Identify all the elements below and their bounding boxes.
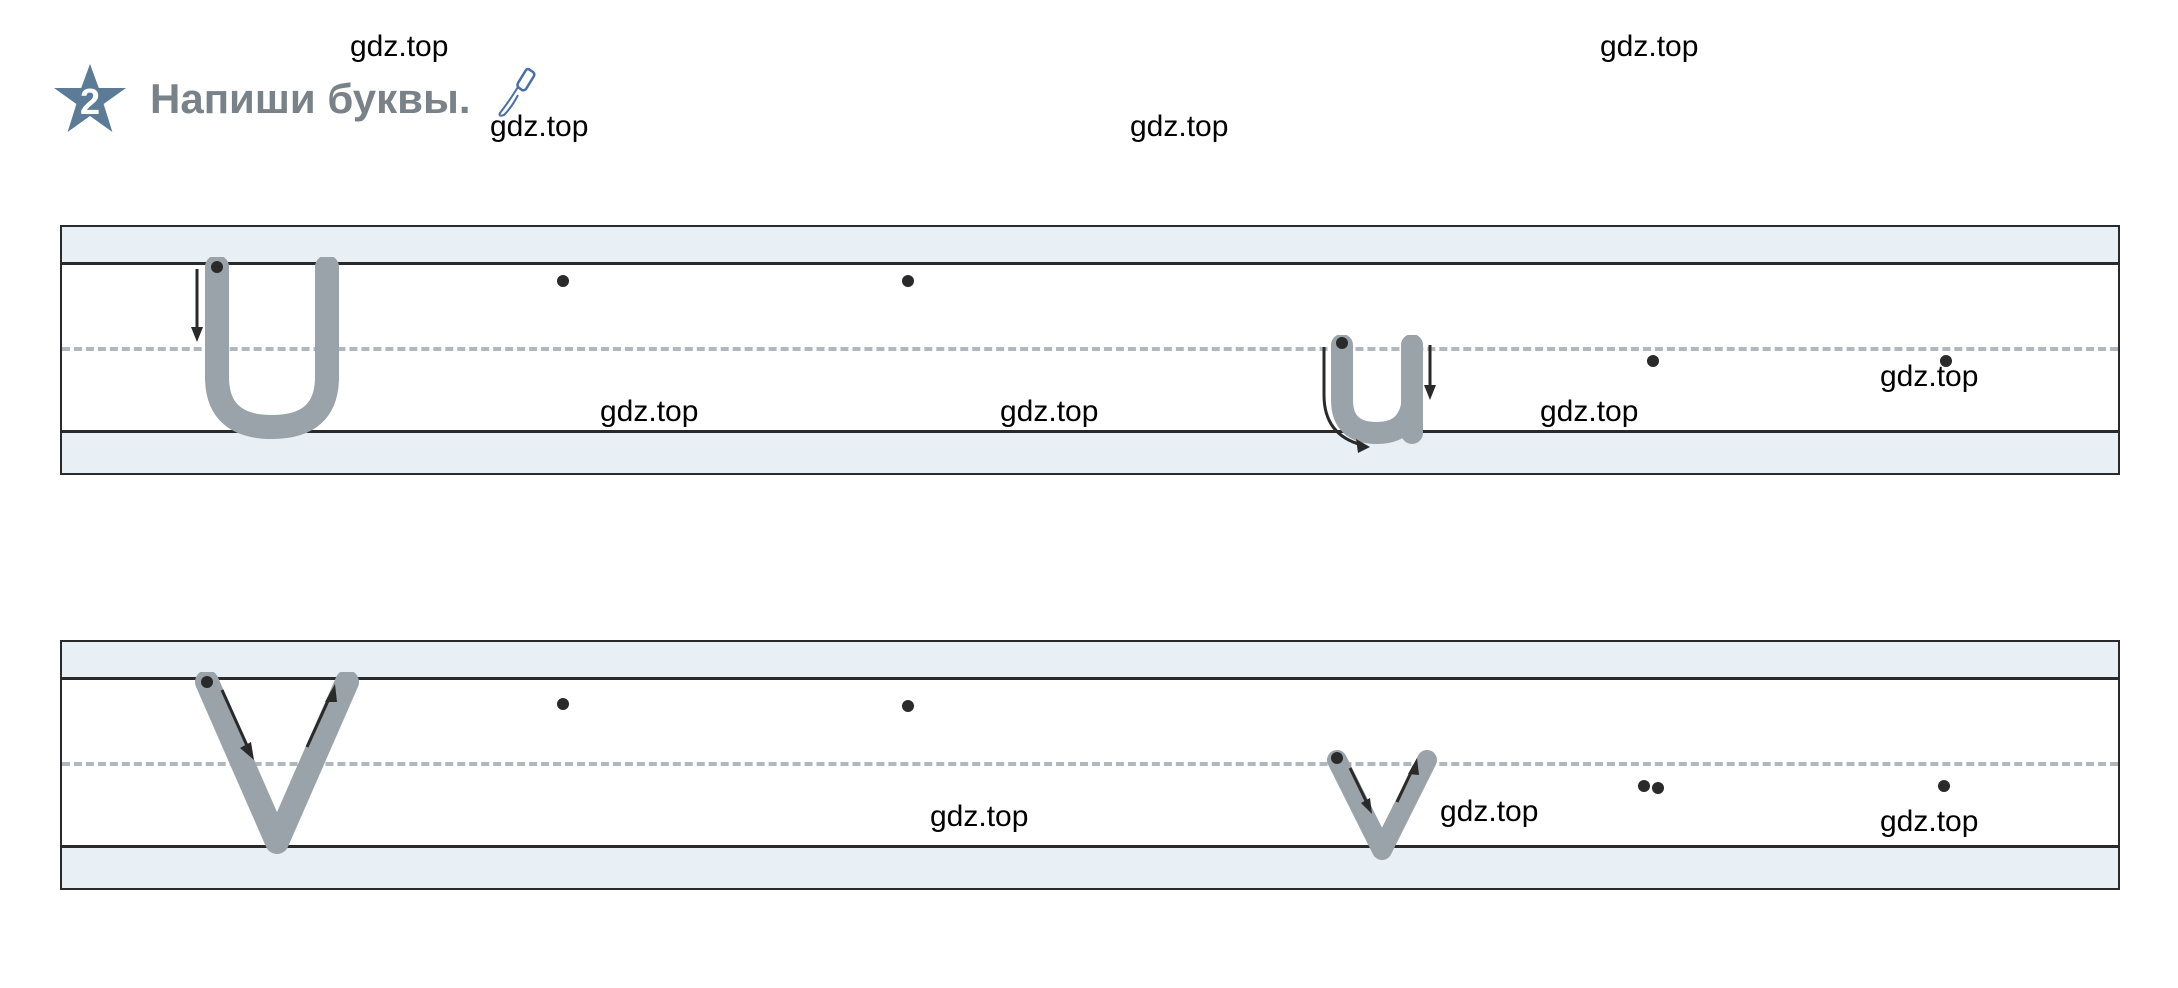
exercise-number: 2: [80, 81, 100, 123]
guide-dot: [1938, 780, 1950, 792]
watermark: gdz.top: [350, 30, 448, 64]
watermark: gdz.top: [490, 110, 588, 144]
guide-dot: [557, 698, 569, 710]
watermark: gdz.top: [1600, 30, 1698, 64]
writing-line-block: [60, 640, 2120, 890]
traced-letter-u_lower: [1312, 335, 1472, 470]
exercise-title: Напиши буквы.: [150, 75, 471, 123]
guide-dot: [1638, 780, 1650, 792]
watermark: gdz.top: [1130, 110, 1228, 144]
guide-dot: [902, 275, 914, 287]
guide-dot: [1652, 782, 1664, 794]
star-badge: 2: [50, 60, 130, 140]
guide-dot: [1940, 355, 1952, 367]
guide-dot: [557, 275, 569, 287]
traced-letter-V_upper: [177, 672, 377, 877]
traced-letter-U_upper: [177, 257, 367, 462]
writing-line-block: [60, 225, 2120, 475]
guide-dot: [1647, 355, 1659, 367]
guide-dot: [902, 700, 914, 712]
traced-letter-v_lower: [1312, 750, 1452, 875]
